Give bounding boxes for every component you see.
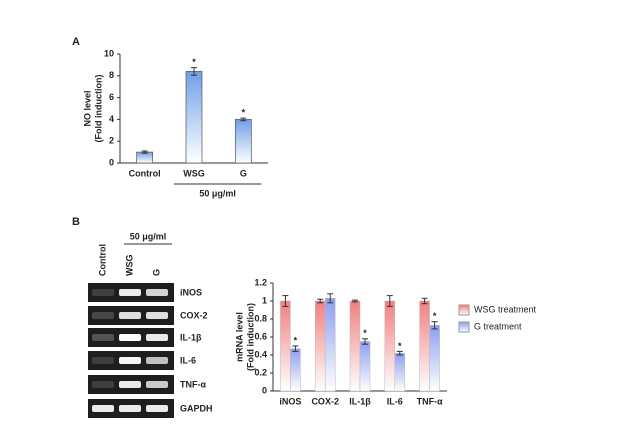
x-tick-label: Control [129, 168, 161, 178]
gel-band [92, 381, 114, 388]
gel-band [119, 312, 141, 319]
y-tick-label: 0.6 [254, 331, 267, 341]
gel-band [119, 289, 141, 296]
y-tick-label: 1.2 [254, 277, 267, 287]
x-tick-label: WSG [183, 168, 205, 178]
bar [359, 341, 371, 392]
gel-band [119, 405, 141, 412]
y-tick-label: 0 [109, 157, 114, 167]
bar [136, 151, 154, 164]
gel-band [146, 312, 168, 319]
panel-label: A [72, 36, 80, 48]
x-tick-label: iNOS [279, 396, 301, 406]
lane-label: Control [97, 244, 107, 276]
x-group-label: 50 μg/ml [199, 188, 236, 198]
gel-band [92, 357, 114, 364]
x-tick-label: COX-2 [311, 396, 339, 406]
y-tick-label: 0.2 [254, 367, 267, 377]
significance-mark: * [398, 341, 402, 351]
panel-label: B [72, 216, 80, 228]
significance-mark: * [192, 57, 196, 67]
bar [419, 300, 430, 392]
significance-mark: * [294, 335, 298, 345]
lane-label: WSG [124, 255, 134, 277]
y-tick-label: 0.4 [254, 349, 267, 359]
gel-band [92, 312, 114, 319]
bar [384, 300, 396, 392]
bar [280, 300, 291, 392]
gel-band [146, 357, 168, 364]
x-tick-label: IL-1β [349, 396, 371, 406]
gel-band [119, 334, 141, 341]
gene-label: COX-2 [180, 310, 208, 320]
bar [185, 71, 203, 164]
gene-label: IL-1β [180, 332, 202, 342]
bar [314, 300, 326, 392]
gel-band [92, 289, 114, 296]
significance-mark: * [433, 311, 437, 321]
y-tick-label: 0.8 [254, 313, 267, 323]
bar [429, 325, 440, 392]
y-tick-label: 4 [109, 114, 114, 124]
legend-swatch [458, 304, 470, 316]
significance-mark: * [242, 107, 246, 117]
legend-label: G treatment [474, 321, 522, 331]
gel-band [92, 334, 114, 341]
bar [324, 298, 336, 392]
y-tick-label: 2 [109, 136, 114, 146]
gel-band [146, 334, 168, 341]
legend-swatch [458, 321, 470, 333]
gel-band [119, 357, 141, 364]
y-tick-label: 10 [104, 48, 114, 58]
bar [349, 300, 361, 392]
y-tick-label: 1 [262, 295, 267, 305]
gel-band [92, 405, 114, 412]
bar [234, 119, 252, 164]
gel-band [119, 381, 141, 388]
x-tick-label: G [240, 168, 247, 178]
x-tick-label: IL-6 [387, 396, 403, 406]
gene-label: GAPDH [180, 403, 213, 413]
y-tick-label: 0 [262, 385, 267, 395]
gel-band [146, 381, 168, 388]
y-axis-label: NO level [82, 90, 92, 126]
x-tick-label: TNF-α [417, 396, 443, 406]
gel-band [146, 289, 168, 296]
y-axis-label: (Fold induction) [93, 75, 103, 143]
y-tick-label: 6 [109, 92, 114, 102]
y-axis-label: (Fold induction) [245, 303, 255, 371]
legend-label: WSG treatment [474, 304, 537, 314]
gene-label: TNF-α [180, 379, 206, 389]
lane-label: G [151, 269, 161, 276]
gene-label: IL-6 [180, 355, 196, 365]
bar [290, 348, 301, 392]
y-axis-label: mRNA level [234, 312, 244, 362]
bar [394, 352, 406, 392]
significance-mark: * [363, 328, 367, 338]
gel-band [146, 405, 168, 412]
y-tick-label: 8 [109, 70, 114, 80]
gene-label: iNOS [180, 287, 202, 297]
dose-label: 50 μg/ml [130, 231, 167, 241]
